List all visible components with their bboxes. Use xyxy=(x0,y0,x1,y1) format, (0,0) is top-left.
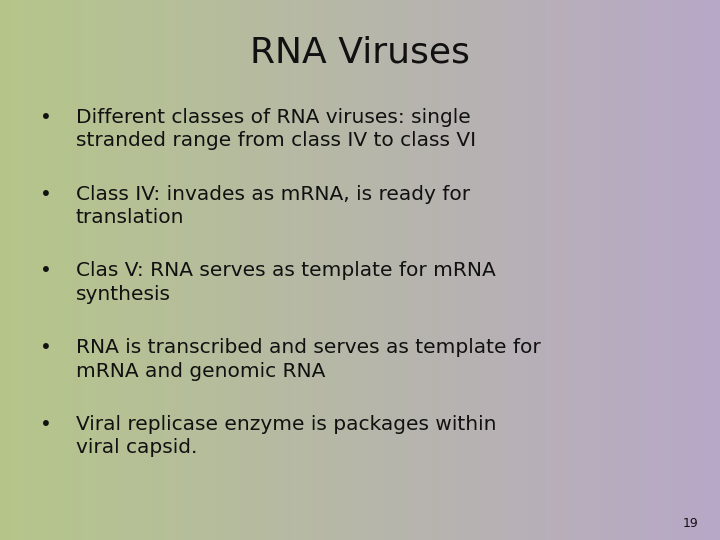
Text: Clas V: RNA serves as template for mRNA
synthesis: Clas V: RNA serves as template for mRNA … xyxy=(76,261,495,304)
Text: •: • xyxy=(40,415,51,434)
Text: RNA is transcribed and serves as template for
mRNA and genomic RNA: RNA is transcribed and serves as templat… xyxy=(76,338,540,381)
Text: •: • xyxy=(40,261,51,280)
Text: •: • xyxy=(40,185,51,204)
Text: Different classes of RNA viruses: single
stranded range from class IV to class V: Different classes of RNA viruses: single… xyxy=(76,108,476,151)
Text: RNA Viruses: RNA Viruses xyxy=(250,35,470,69)
Text: Viral replicase enzyme is packages within
viral capsid.: Viral replicase enzyme is packages withi… xyxy=(76,415,496,457)
Text: •: • xyxy=(40,338,51,357)
Text: Class IV: invades as mRNA, is ready for
translation: Class IV: invades as mRNA, is ready for … xyxy=(76,185,469,227)
Text: 19: 19 xyxy=(683,517,698,530)
Text: •: • xyxy=(40,108,51,127)
